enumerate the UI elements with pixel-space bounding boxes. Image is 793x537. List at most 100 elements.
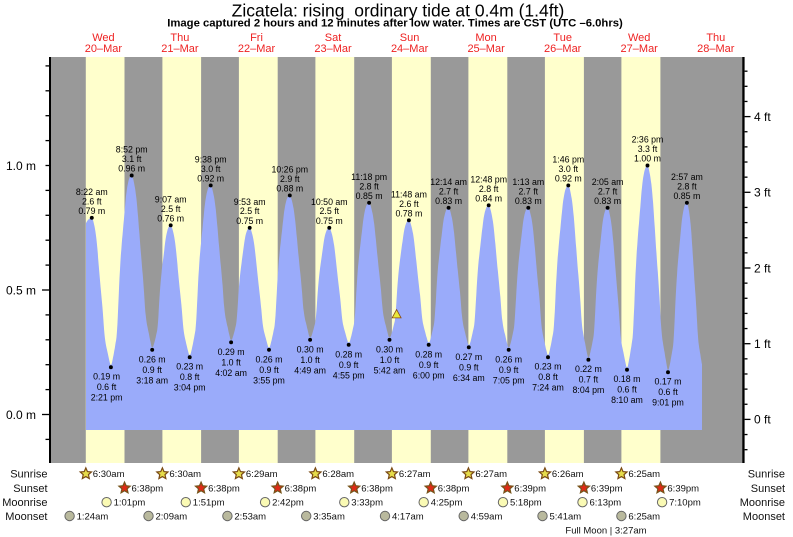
svg-text:0.0 m: 0.0 m bbox=[6, 408, 36, 422]
svg-text:Mon: Mon bbox=[475, 32, 496, 44]
svg-text:0.5 m: 0.5 m bbox=[6, 283, 36, 297]
svg-text:1:51pm: 1:51pm bbox=[193, 498, 225, 509]
svg-text:3 ft: 3 ft bbox=[754, 186, 771, 200]
svg-text:5:42 am: 5:42 am bbox=[374, 365, 406, 375]
svg-text:0.83 m: 0.83 m bbox=[594, 196, 621, 206]
svg-text:0.75 m: 0.75 m bbox=[316, 216, 343, 226]
svg-text:3.3 ft: 3.3 ft bbox=[638, 144, 658, 154]
svg-text:0.83 m: 0.83 m bbox=[515, 196, 542, 206]
svg-text:6:13pm: 6:13pm bbox=[590, 498, 622, 509]
svg-text:3.1 ft: 3.1 ft bbox=[122, 154, 142, 164]
svg-text:0.26 m: 0.26 m bbox=[139, 354, 166, 364]
svg-text:3.0 ft: 3.0 ft bbox=[201, 164, 221, 174]
svg-text:0.85 m: 0.85 m bbox=[356, 191, 383, 201]
svg-text:0.84 m: 0.84 m bbox=[475, 193, 502, 203]
svg-text:0.26 m: 0.26 m bbox=[495, 354, 522, 364]
svg-text:10:26 pm: 10:26 pm bbox=[271, 164, 308, 174]
svg-text:0.22 m: 0.22 m bbox=[575, 364, 602, 374]
svg-text:0.26 m: 0.26 m bbox=[256, 354, 283, 364]
svg-text:24–Mar: 24–Mar bbox=[391, 43, 429, 55]
svg-text:Sat: Sat bbox=[325, 32, 342, 44]
svg-text:0.30 m: 0.30 m bbox=[297, 344, 324, 354]
svg-text:4:55 pm: 4:55 pm bbox=[333, 370, 365, 380]
svg-text:0.76 m: 0.76 m bbox=[157, 213, 184, 223]
svg-text:0.17 m: 0.17 m bbox=[655, 377, 682, 387]
svg-text:2.7 ft: 2.7 ft bbox=[439, 186, 459, 196]
svg-text:25–Mar: 25–Mar bbox=[467, 43, 505, 55]
svg-text:0.28 m: 0.28 m bbox=[335, 349, 362, 359]
svg-text:0.85 m: 0.85 m bbox=[673, 191, 700, 201]
svg-text:3:35am: 3:35am bbox=[313, 511, 345, 522]
svg-text:26–Mar: 26–Mar bbox=[544, 43, 582, 55]
svg-text:8:10 am: 8:10 am bbox=[611, 395, 643, 405]
svg-text:8:22 am: 8:22 am bbox=[76, 187, 108, 197]
svg-text:0.30 m: 0.30 m bbox=[376, 344, 403, 354]
svg-text:0.92 m: 0.92 m bbox=[197, 173, 224, 183]
svg-text:6:34 am: 6:34 am bbox=[453, 373, 485, 383]
svg-text:Sunset: Sunset bbox=[13, 483, 47, 495]
svg-text:8:52 pm: 8:52 pm bbox=[116, 145, 148, 155]
svg-text:0.9 ft: 0.9 ft bbox=[259, 365, 279, 375]
svg-text:5:18pm: 5:18pm bbox=[510, 498, 542, 509]
svg-text:0.6 ft: 0.6 ft bbox=[97, 382, 117, 392]
svg-text:Sunrise: Sunrise bbox=[748, 469, 785, 481]
svg-text:2:05 am: 2:05 am bbox=[592, 177, 624, 187]
svg-text:0.8 ft: 0.8 ft bbox=[180, 372, 200, 382]
svg-text:Tue: Tue bbox=[553, 32, 572, 44]
svg-text:2.9 ft: 2.9 ft bbox=[280, 174, 300, 184]
svg-text:Full Moon | 3:27am: Full Moon | 3:27am bbox=[565, 526, 646, 537]
svg-text:6:25am: 6:25am bbox=[628, 511, 660, 522]
svg-text:0.9 ft: 0.9 ft bbox=[459, 362, 479, 372]
svg-text:6:38pm: 6:38pm bbox=[208, 483, 240, 494]
svg-text:4:49 am: 4:49 am bbox=[294, 365, 326, 375]
svg-text:0.19 m: 0.19 m bbox=[93, 372, 120, 382]
svg-text:4:59am: 4:59am bbox=[471, 511, 503, 522]
svg-text:6:30am: 6:30am bbox=[93, 469, 125, 480]
svg-text:6:00 pm: 6:00 pm bbox=[413, 370, 445, 380]
svg-text:2.6 ft: 2.6 ft bbox=[82, 196, 102, 206]
svg-text:2.5 ft: 2.5 ft bbox=[161, 204, 181, 214]
svg-text:2:09am: 2:09am bbox=[156, 511, 188, 522]
svg-text:4 ft: 4 ft bbox=[754, 110, 771, 124]
svg-text:3:33pm: 3:33pm bbox=[351, 498, 383, 509]
svg-text:Image captured 2 hours and 12: Image captured 2 hours and 12 minutes af… bbox=[167, 18, 623, 30]
svg-text:4:17am: 4:17am bbox=[392, 511, 424, 522]
svg-text:1.00 m: 1.00 m bbox=[634, 154, 661, 164]
svg-text:Sunset: Sunset bbox=[751, 483, 785, 495]
svg-text:0.9 ft: 0.9 ft bbox=[419, 360, 439, 370]
svg-text:7:24 am: 7:24 am bbox=[532, 383, 564, 393]
svg-text:0.23 m: 0.23 m bbox=[535, 362, 562, 372]
svg-text:21–Mar: 21–Mar bbox=[161, 43, 199, 55]
svg-text:20–Mar: 20–Mar bbox=[85, 43, 123, 55]
svg-text:1:13 am: 1:13 am bbox=[512, 177, 544, 187]
svg-text:0.27 m: 0.27 m bbox=[455, 352, 482, 362]
svg-text:2.5 ft: 2.5 ft bbox=[240, 206, 260, 216]
svg-text:2:36 pm: 2:36 pm bbox=[632, 135, 664, 145]
svg-text:2:53am: 2:53am bbox=[234, 511, 266, 522]
svg-text:0.96 m: 0.96 m bbox=[118, 164, 145, 174]
svg-text:10:50 am: 10:50 am bbox=[311, 197, 348, 207]
svg-text:28–Mar: 28–Mar bbox=[697, 43, 735, 55]
svg-text:6:28am: 6:28am bbox=[322, 469, 354, 480]
svg-text:1.0 ft: 1.0 ft bbox=[380, 355, 400, 365]
svg-text:0.79 m: 0.79 m bbox=[78, 206, 105, 216]
svg-text:0.6 ft: 0.6 ft bbox=[617, 385, 637, 395]
svg-text:1.0 ft: 1.0 ft bbox=[300, 355, 320, 365]
svg-text:0.83 m: 0.83 m bbox=[435, 196, 462, 206]
svg-text:1:24am: 1:24am bbox=[77, 511, 109, 522]
svg-text:Moonset: Moonset bbox=[743, 511, 785, 523]
svg-text:12:14 am: 12:14 am bbox=[430, 177, 467, 187]
svg-text:Wed: Wed bbox=[628, 32, 650, 44]
svg-text:Moonrise: Moonrise bbox=[2, 497, 47, 509]
svg-text:6:30am: 6:30am bbox=[169, 469, 201, 480]
svg-text:6:27am: 6:27am bbox=[475, 469, 507, 480]
svg-text:1:01pm: 1:01pm bbox=[114, 498, 146, 509]
svg-text:3.0 ft: 3.0 ft bbox=[559, 164, 579, 174]
svg-text:2:42pm: 2:42pm bbox=[272, 498, 304, 509]
svg-text:0.9 ft: 0.9 ft bbox=[499, 365, 519, 375]
svg-text:Moonset: Moonset bbox=[5, 511, 47, 523]
svg-text:0.23 m: 0.23 m bbox=[176, 362, 203, 372]
svg-text:0.28 m: 0.28 m bbox=[415, 349, 442, 359]
svg-text:6:27am: 6:27am bbox=[399, 469, 431, 480]
svg-text:2.5 ft: 2.5 ft bbox=[320, 206, 340, 216]
